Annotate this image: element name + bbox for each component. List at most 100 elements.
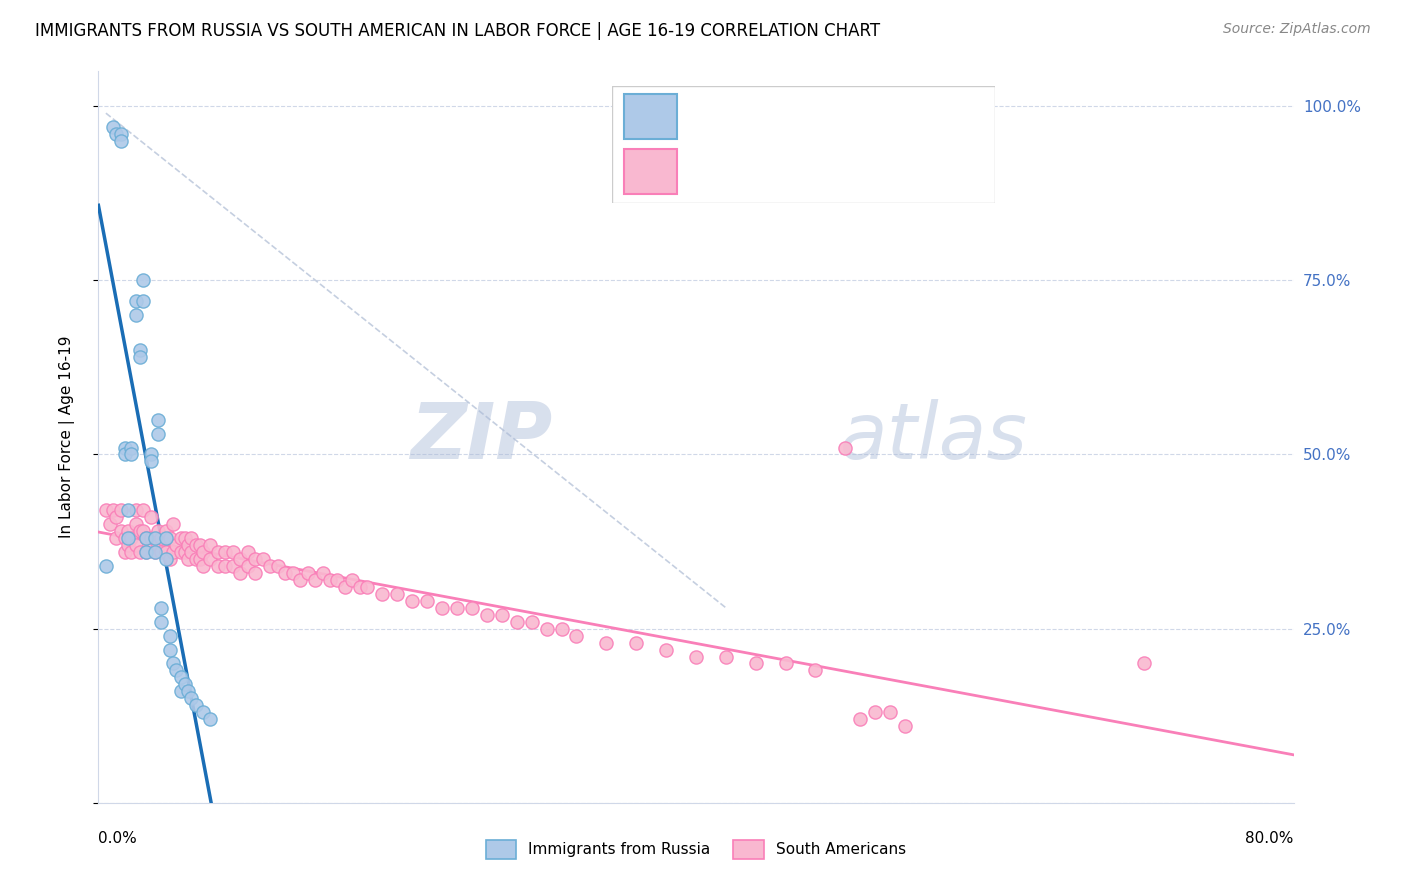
Point (162, 545, 184, 559)
Point (297, 566, 319, 580)
Point (105, 531, 128, 545)
Point (139, 454, 162, 468)
Point (143, 531, 166, 545)
Point (125, 294, 148, 309)
Point (125, 503, 148, 517)
Point (446, 600, 468, 615)
Point (165, 664, 187, 678)
Point (165, 538, 187, 552)
Point (200, 538, 222, 552)
Point (184, 538, 207, 552)
Point (159, 552, 181, 566)
Point (155, 545, 177, 559)
Point (595, 635, 617, 649)
Text: atlas: atlas (839, 399, 1028, 475)
Point (342, 573, 364, 587)
Y-axis label: In Labor Force | Age 16-19: In Labor Force | Age 16-19 (59, 335, 75, 539)
Point (117, 538, 139, 552)
Point (132, 503, 155, 517)
Point (506, 615, 529, 629)
Point (143, 531, 166, 545)
Point (105, 510, 128, 524)
Point (155, 552, 177, 566)
Point (103, 503, 125, 517)
Point (135, 545, 157, 559)
Point (110, 524, 132, 538)
Point (129, 545, 152, 559)
Point (804, 664, 827, 678)
Point (94, 558, 117, 573)
Point (550, 622, 572, 636)
Point (110, 134, 132, 148)
Point (520, 615, 543, 629)
Point (184, 698, 207, 713)
Point (849, 712, 872, 726)
Point (865, 705, 887, 719)
Text: IMMIGRANTS FROM RUSSIA VS SOUTH AMERICAN IN LABOR FORCE | AGE 16-19 CORRELATION : IMMIGRANTS FROM RUSSIA VS SOUTH AMERICAN… (35, 22, 880, 40)
Point (125, 517, 148, 532)
Text: Source: ZipAtlas.com: Source: ZipAtlas.com (1223, 22, 1371, 37)
Point (120, 448, 142, 462)
Point (174, 531, 197, 545)
Point (125, 308, 148, 322)
Point (259, 558, 281, 573)
Point (385, 587, 409, 601)
Point (349, 580, 371, 594)
Point (94, 503, 117, 517)
Point (117, 503, 139, 517)
Point (148, 412, 170, 426)
Point (229, 552, 252, 566)
Point (110, 127, 132, 141)
Point (304, 573, 326, 587)
Point (139, 448, 162, 462)
Point (191, 705, 214, 719)
Point (371, 587, 394, 601)
Point (491, 607, 513, 622)
Point (117, 524, 139, 538)
Point (401, 594, 423, 608)
Point (169, 531, 191, 545)
Point (159, 642, 181, 657)
Point (200, 552, 222, 566)
Point (416, 594, 439, 608)
Point (117, 531, 139, 545)
Point (150, 615, 173, 629)
Point (430, 600, 453, 615)
Point (180, 691, 202, 706)
Point (169, 545, 191, 559)
Point (139, 510, 162, 524)
Point (162, 517, 184, 532)
Point (148, 538, 170, 552)
Point (311, 566, 333, 580)
Point (150, 545, 173, 559)
Point (267, 558, 290, 573)
Point (214, 558, 236, 573)
Point (110, 503, 132, 517)
Point (288, 573, 311, 587)
Point (129, 524, 152, 538)
Point (177, 684, 200, 698)
Point (326, 573, 349, 587)
Point (114, 448, 136, 462)
Point (169, 684, 191, 698)
Point (1133, 657, 1156, 671)
Point (274, 566, 297, 580)
Point (356, 580, 378, 594)
Point (333, 580, 356, 594)
Point (191, 545, 214, 559)
Point (125, 538, 148, 552)
Point (139, 531, 162, 545)
Point (135, 545, 157, 559)
Point (148, 524, 170, 538)
Point (143, 545, 166, 559)
Point (188, 552, 211, 566)
Point (129, 343, 152, 357)
Point (536, 622, 558, 636)
Point (714, 649, 737, 664)
Point (281, 566, 304, 580)
Point (229, 566, 252, 580)
Point (214, 545, 236, 559)
Point (169, 670, 191, 684)
Point (159, 531, 181, 545)
Point (120, 531, 142, 545)
